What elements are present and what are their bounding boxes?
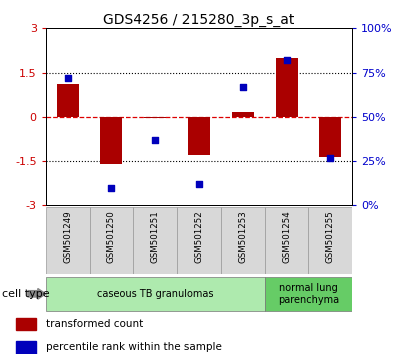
Bar bbox=[320, 117, 341, 156]
Bar bbox=[232, 113, 254, 117]
Point bbox=[196, 181, 202, 187]
Bar bbox=[90, 207, 133, 274]
Point bbox=[152, 137, 158, 143]
Text: percentile rank within the sample: percentile rank within the sample bbox=[46, 342, 222, 352]
Title: GDS4256 / 215280_3p_s_at: GDS4256 / 215280_3p_s_at bbox=[103, 13, 295, 27]
Text: GSM501253: GSM501253 bbox=[238, 210, 247, 263]
Bar bbox=[144, 117, 166, 118]
Text: GSM501252: GSM501252 bbox=[195, 210, 203, 263]
Bar bbox=[57, 84, 79, 117]
Bar bbox=[177, 207, 221, 274]
Point bbox=[64, 75, 71, 81]
Bar bbox=[46, 277, 265, 311]
Point bbox=[108, 185, 115, 190]
Text: GSM501254: GSM501254 bbox=[282, 210, 291, 263]
Bar bbox=[101, 117, 123, 164]
Text: GSM501249: GSM501249 bbox=[63, 210, 72, 263]
Bar bbox=[265, 277, 352, 311]
Bar bbox=[133, 207, 177, 274]
Bar bbox=[308, 207, 352, 274]
Bar bbox=[221, 207, 265, 274]
Text: GSM501250: GSM501250 bbox=[107, 210, 116, 263]
Text: transformed count: transformed count bbox=[46, 319, 143, 329]
Text: normal lung
parenchyma: normal lung parenchyma bbox=[278, 283, 339, 305]
Point bbox=[327, 155, 334, 160]
Text: cell type: cell type bbox=[2, 289, 50, 299]
Bar bbox=[188, 117, 210, 155]
Text: GSM501255: GSM501255 bbox=[326, 210, 335, 263]
Bar bbox=[276, 58, 298, 117]
Bar bbox=[16, 341, 36, 354]
Bar bbox=[265, 207, 308, 274]
Point bbox=[283, 57, 290, 63]
Text: GSM501251: GSM501251 bbox=[151, 210, 160, 263]
Bar bbox=[16, 318, 36, 330]
Point bbox=[240, 84, 246, 90]
Text: caseous TB granulomas: caseous TB granulomas bbox=[97, 289, 213, 299]
Bar bbox=[46, 207, 90, 274]
